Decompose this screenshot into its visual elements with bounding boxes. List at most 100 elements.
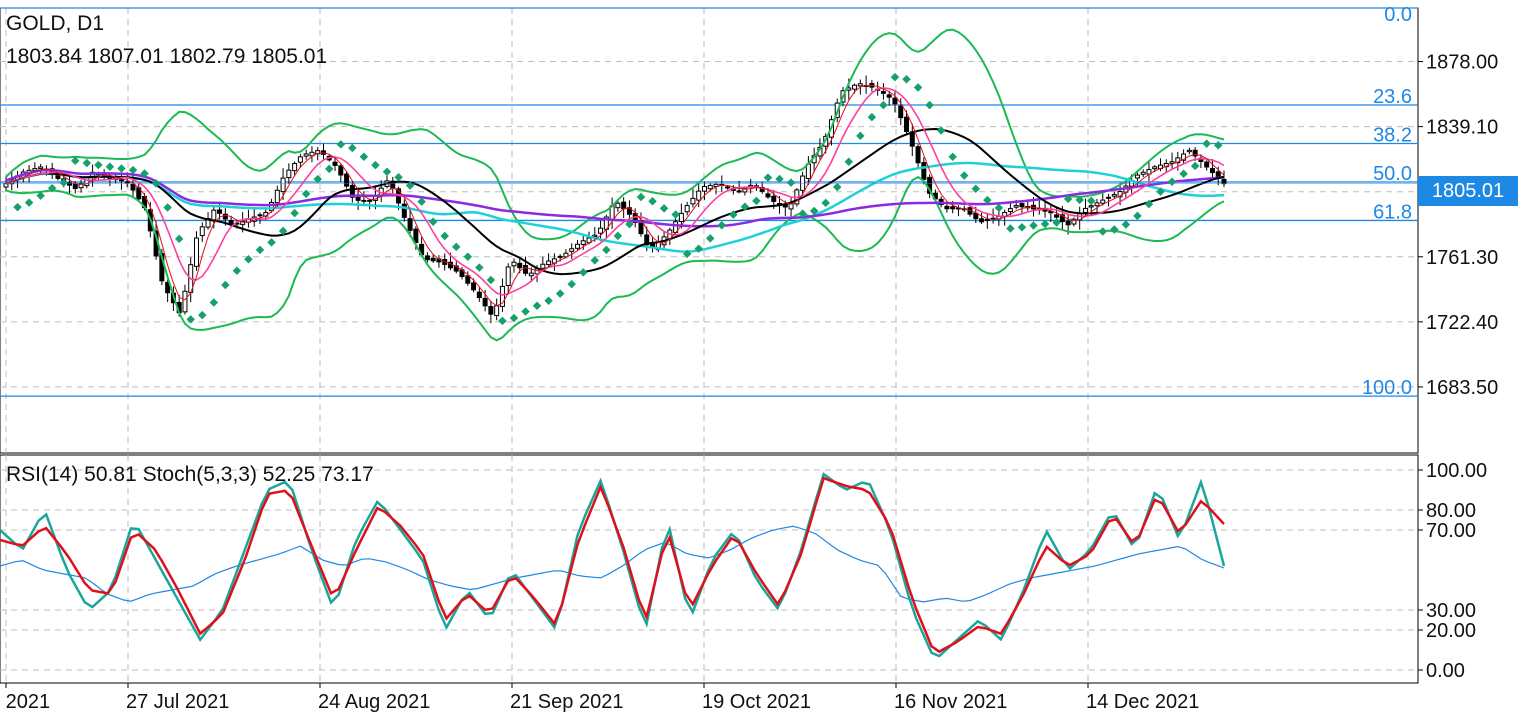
candle-body	[580, 240, 586, 245]
ma-pink	[5, 87, 1225, 296]
candle-body	[523, 264, 529, 274]
candle-body	[771, 195, 777, 202]
time-tick-label: 19 Oct 2021	[702, 691, 811, 713]
candle-body	[292, 162, 298, 172]
candle-body	[367, 199, 373, 202]
candle-body	[569, 248, 575, 252]
candle-body	[592, 234, 598, 237]
candle-body	[413, 228, 419, 244]
sar-dot	[521, 307, 530, 316]
sar-dot	[13, 202, 22, 212]
sar-dot	[786, 178, 796, 187]
candle-body	[615, 202, 621, 209]
sar-dot	[255, 245, 265, 255]
candle-body	[852, 84, 858, 90]
candle-body	[286, 169, 292, 179]
oscillator-tick-label: 80.00	[1426, 500, 1476, 522]
candle-body	[528, 272, 534, 277]
fib-level-label: 50.0	[1373, 163, 1412, 185]
candle-body	[1054, 214, 1060, 218]
sar-dot	[301, 189, 311, 199]
sar-dot	[1190, 161, 1200, 171]
candle-body	[499, 285, 505, 307]
candle-body	[309, 151, 315, 157]
sar-dot	[902, 74, 911, 84]
candle-body	[1192, 149, 1198, 157]
sar-dot	[163, 203, 172, 212]
time-tick-label: 8 Jul 2021	[0, 691, 50, 713]
candle-body	[205, 218, 211, 228]
sar-dot	[867, 112, 877, 122]
sar-dot	[140, 169, 149, 178]
sar-dot	[428, 217, 438, 226]
candle-body	[904, 116, 910, 133]
candle-body	[886, 94, 892, 98]
candle-body	[199, 226, 205, 237]
sar-dot	[890, 72, 900, 82]
candle-body	[1111, 194, 1117, 197]
candle-body	[124, 181, 130, 184]
candle-body	[621, 201, 627, 210]
price-tick-label: 1761.30	[1426, 247, 1498, 269]
sar-dot	[244, 255, 253, 264]
candle-body	[511, 261, 517, 267]
candle-body	[1186, 149, 1192, 153]
candle-body	[909, 131, 915, 147]
sar-dot	[1017, 222, 1027, 232]
sar-dot	[59, 178, 68, 187]
sar-dot	[267, 238, 276, 247]
candle-body	[725, 186, 731, 189]
candle-body	[505, 266, 511, 286]
candle-body	[1134, 174, 1140, 179]
sar-dot	[879, 100, 888, 110]
candle-body	[701, 186, 707, 192]
price-tick-label: 1722.40	[1426, 312, 1498, 334]
candle-body	[257, 214, 263, 217]
sar-dot	[959, 171, 969, 180]
candle-body	[921, 162, 927, 180]
sar-dot	[555, 289, 565, 298]
candle-body	[1071, 218, 1077, 225]
candle-body	[240, 220, 246, 225]
candle-body	[800, 175, 806, 191]
candle-body	[476, 291, 482, 299]
candle-body	[898, 105, 904, 119]
sar-dot	[394, 172, 403, 182]
sar-dot	[994, 203, 1004, 213]
sar-dot	[232, 266, 242, 275]
sar-dot	[174, 234, 184, 244]
symbol-label: GOLD, D1	[6, 12, 105, 35]
sar-dot	[94, 160, 103, 170]
candle-body	[165, 281, 171, 294]
time-tick-label: 27 Jul 2021	[126, 691, 229, 713]
candle-body	[950, 206, 956, 210]
sar-dot	[221, 280, 230, 290]
time-tick-label: 16 Nov 2021	[894, 691, 1007, 713]
fib-level-label: 23.6	[1373, 86, 1412, 108]
candle-body	[984, 218, 990, 221]
sar-dot	[925, 100, 934, 110]
candle-body	[401, 203, 407, 218]
candle-body	[1100, 199, 1106, 204]
candle-body	[736, 190, 742, 193]
candle-body	[465, 275, 471, 284]
candle-body	[915, 146, 921, 164]
sar-dot	[579, 268, 588, 277]
sar-dot	[648, 196, 657, 206]
candle-body	[1181, 153, 1187, 161]
candle-body	[222, 213, 228, 220]
candle-body	[38, 166, 44, 170]
candle-body	[1007, 208, 1013, 212]
candle-body	[274, 189, 280, 204]
sar-dot	[1213, 141, 1223, 150]
candle-body	[684, 205, 690, 213]
candle-body	[540, 263, 546, 269]
ohlc-readout: 1803.84 1807.01 1802.79 1805.01	[6, 45, 328, 68]
sar-dot	[544, 296, 553, 305]
sar-dot	[325, 164, 334, 174]
candle-body	[574, 243, 580, 249]
candle-body	[269, 202, 275, 212]
candle-body	[598, 227, 604, 234]
sar-dot	[278, 226, 288, 236]
time-tick-label: 21 Sep 2021	[510, 691, 623, 713]
